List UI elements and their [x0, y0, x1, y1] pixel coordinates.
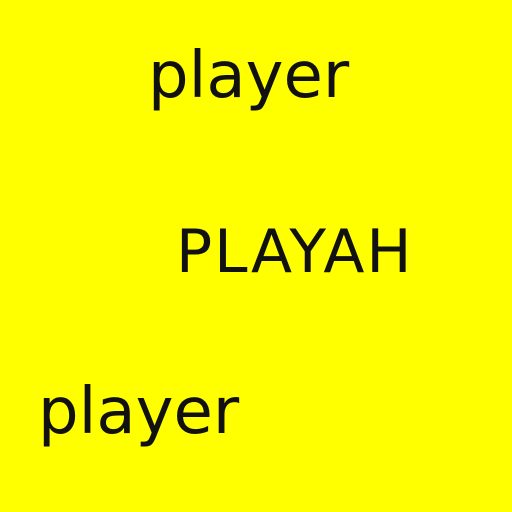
word-bottom-player: player	[38, 375, 240, 449]
word-top-player: player	[148, 39, 350, 113]
word-middle-playah: PLAYAH	[176, 217, 414, 287]
